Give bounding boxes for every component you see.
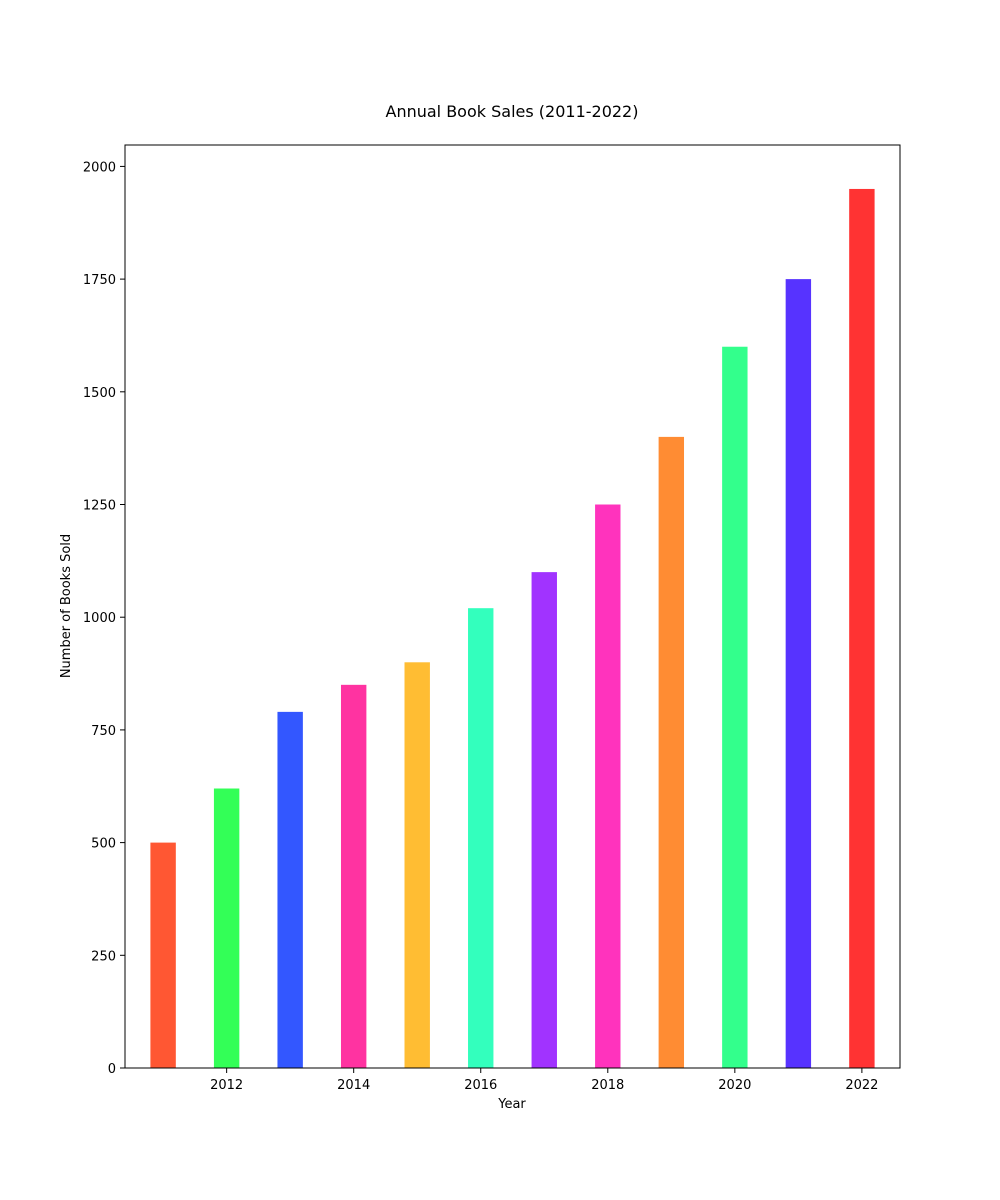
bar-2014 — [340, 684, 367, 1068]
y-tick-label: 250 — [91, 949, 116, 964]
x-tick-label: 2014 — [337, 1078, 370, 1093]
bar-2017 — [531, 572, 557, 1068]
chart-title: Annual Book Sales (2011-2022) — [386, 102, 639, 121]
x-tick-label: 2016 — [464, 1078, 497, 1093]
x-tick-label: 2012 — [210, 1078, 243, 1093]
bar-2022 — [849, 188, 875, 1068]
bar-2021 — [785, 279, 812, 1068]
y-tick-label: 750 — [91, 724, 116, 739]
bar-2011 — [150, 842, 176, 1068]
y-tick-label: 1000 — [83, 611, 116, 626]
bar-2012 — [213, 788, 240, 1068]
bar-2013 — [277, 711, 303, 1068]
y-tick-label: 1250 — [83, 499, 116, 514]
y-axis: 0 250 500 750 1000 1250 1500 1750 2000 — [83, 160, 125, 1077]
x-tick-label: 2022 — [845, 1078, 878, 1093]
bar-2020 — [722, 346, 748, 1069]
x-axis-label: Year — [497, 1097, 526, 1112]
bar-2016 — [468, 608, 494, 1068]
bar-2019 — [658, 436, 685, 1068]
y-tick-label: 0 — [108, 1062, 116, 1077]
bars-group — [150, 188, 875, 1069]
bar-2018 — [595, 504, 621, 1068]
x-tick-label: 2018 — [591, 1078, 624, 1093]
y-tick-label: 2000 — [83, 160, 116, 175]
y-tick-label: 1750 — [83, 273, 116, 288]
x-axis: 2012 2014 2016 2018 2020 2022 — [210, 1068, 878, 1093]
y-tick-label: 500 — [91, 837, 116, 852]
y-axis-label: Number of Books Sold — [59, 534, 74, 678]
y-tick-label: 1500 — [83, 386, 116, 401]
x-tick-label: 2020 — [718, 1078, 751, 1093]
bar-2015 — [404, 662, 430, 1068]
plot-area-frame — [124, 144, 901, 1069]
